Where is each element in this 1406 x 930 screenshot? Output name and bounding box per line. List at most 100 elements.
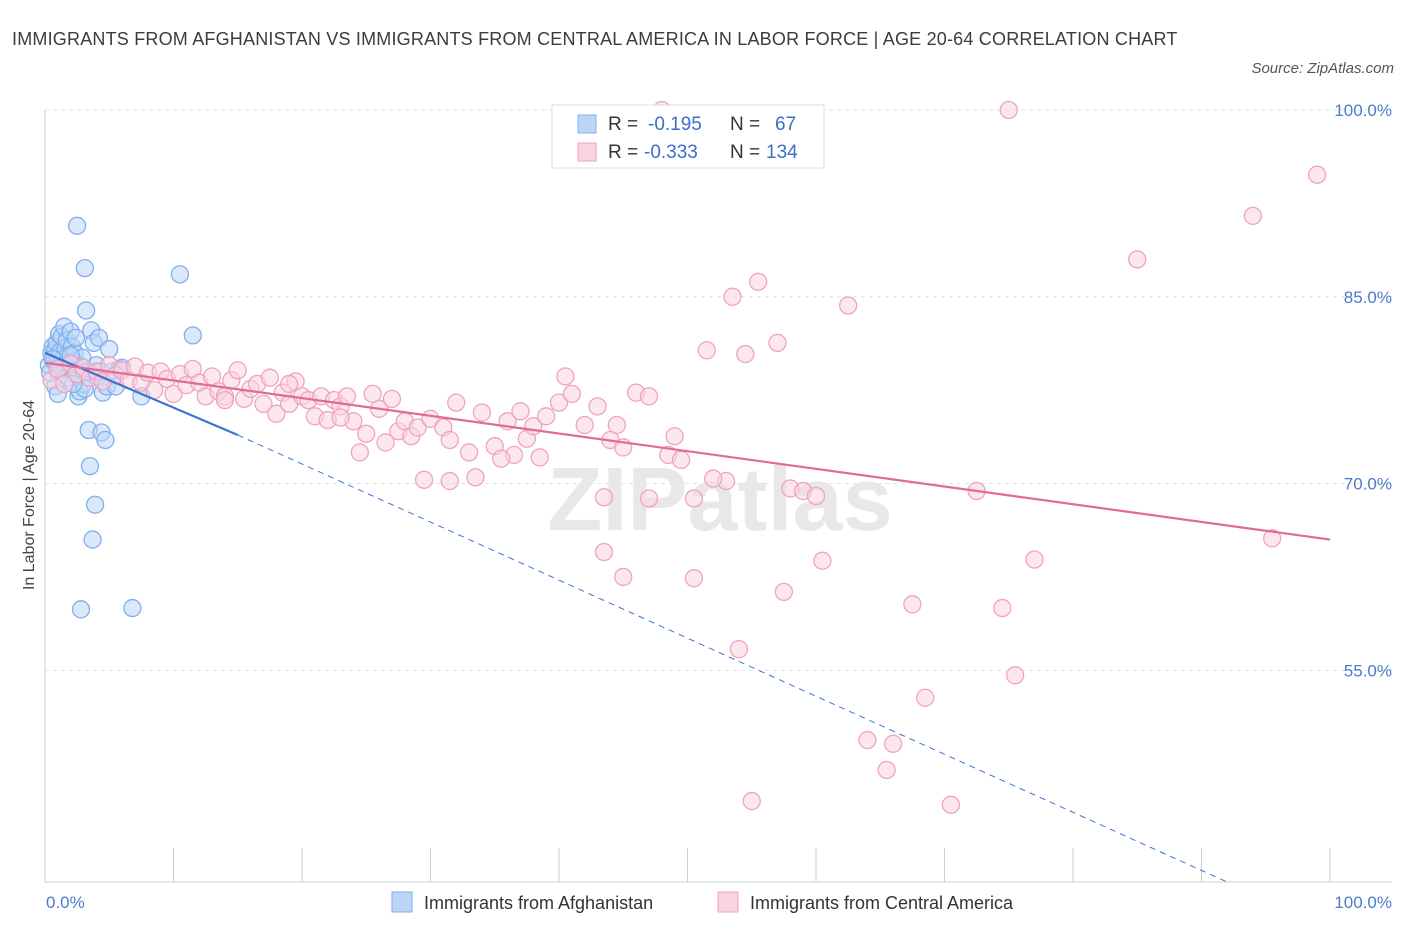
- series-0-points: [39, 216, 202, 619]
- series-0-point-56: [83, 530, 102, 549]
- series-1-point-58: [414, 470, 434, 489]
- series-1-point-125: [440, 471, 459, 491]
- grid-lines: [45, 109, 1392, 671]
- legend-n-label-1: N =: [730, 114, 760, 135]
- series-1-point-98: [639, 489, 659, 508]
- series-1-point-106: [1308, 165, 1327, 184]
- series-1-point-76: [562, 384, 581, 404]
- y-axis-label: In Labor Force | Age 20-64: [21, 400, 38, 590]
- series-1-point-105: [1243, 206, 1263, 225]
- x-tick-labels: 0.0% 100.0%: [46, 893, 1392, 912]
- legend-n-value-2: 134: [766, 142, 798, 163]
- series-1-point-96: [492, 449, 511, 468]
- series-1-point-19: [164, 384, 183, 404]
- series-1-point-35: [267, 404, 286, 423]
- x-tick-label-0: 0.0%: [46, 893, 85, 912]
- series-1-point-113: [774, 582, 794, 602]
- series-0-point-30: [76, 301, 96, 320]
- legend-r-value-1: -0.195: [648, 114, 702, 135]
- chart-title: IMMIGRANTS FROM AFGHANISTAN VS IMMIGRANT…: [12, 29, 1178, 49]
- series-1-point-85: [665, 427, 684, 446]
- series-1-point-101: [749, 272, 768, 291]
- legend-swatch-central-america: [577, 142, 597, 162]
- series-1-point-64: [466, 468, 485, 487]
- series-1-point-48: [350, 443, 369, 462]
- series-1-point-53: [382, 389, 402, 409]
- series-1-point-91: [768, 333, 787, 352]
- legend-n-value-1: 67: [775, 114, 796, 135]
- series-1-point-110: [594, 542, 614, 562]
- series-1-point-29: [228, 361, 247, 380]
- series-1-point-120: [1006, 666, 1025, 685]
- series-0-point-43: [100, 339, 119, 359]
- series-1-point-63: [459, 443, 479, 462]
- series-1-point-123: [742, 791, 761, 811]
- bottom-legend-swatch-afghanistan: [391, 891, 413, 913]
- series-1-point-128: [215, 390, 235, 410]
- series-0-trend-extension: [237, 434, 1228, 883]
- series-1-point-78: [588, 397, 607, 416]
- series-1-point-74: [549, 393, 569, 412]
- series-0-point-57: [85, 495, 105, 514]
- series-1-point-114: [903, 595, 922, 614]
- series-1-point-83: [639, 387, 659, 406]
- series-1-point-34: [260, 368, 280, 387]
- series-1-point-104: [1128, 250, 1147, 269]
- y-tick-label-3: 100.0%: [1334, 101, 1392, 120]
- series-0-point-50: [170, 265, 190, 284]
- y-tick-label-0: 55.0%: [1344, 661, 1392, 680]
- series-1-point-90: [736, 344, 755, 364]
- series-1-point-80: [607, 415, 626, 435]
- series-1-point-69: [511, 402, 530, 421]
- series-legend: Immigrants from Afghanistan Immigrants f…: [391, 891, 1014, 913]
- legend-n-label-2: N =: [730, 142, 760, 163]
- series-0-point-59: [123, 598, 142, 618]
- series-0-point-58: [71, 600, 91, 619]
- series-1-point-111: [614, 567, 633, 587]
- series-1-point-99: [704, 469, 723, 488]
- series-1-point-46: [337, 387, 357, 406]
- series-1-point-62: [447, 393, 466, 412]
- series-1-point-61: [440, 430, 459, 450]
- series-1-point-122: [941, 795, 961, 814]
- series-1-point-77: [575, 415, 594, 435]
- series-1-point-97: [594, 488, 614, 507]
- series-1-point-117: [916, 688, 935, 707]
- series-0-point-48: [67, 216, 87, 235]
- bottom-legend-label-afghanistan: Immigrants from Afghanistan: [424, 893, 653, 913]
- bottom-legend-label-central-america: Immigrants from Central America: [750, 893, 1014, 913]
- legend-swatch-afghanistan: [577, 114, 597, 134]
- series-1-point-100: [723, 287, 742, 306]
- series-1-point-49: [357, 424, 376, 443]
- series-1-point-57: [408, 418, 427, 437]
- series-0-point-49: [75, 258, 94, 278]
- series-1-point-115: [993, 598, 1012, 618]
- chart-source: Source: ZipAtlas.com: [1251, 60, 1394, 77]
- series-0-point-41: [96, 430, 115, 450]
- series-0-point-37: [89, 328, 109, 348]
- series-0-point-55: [80, 456, 100, 476]
- legend-r-value-2: -0.333: [644, 142, 698, 163]
- series-1-point-116: [1025, 550, 1044, 569]
- axes: [44, 110, 1392, 883]
- series-1-point-112: [684, 569, 704, 588]
- bottom-legend-swatch-central-america: [717, 891, 739, 913]
- series-1-point-73: [537, 407, 556, 426]
- series-1-point-52: [376, 433, 395, 452]
- series-1-point-107: [999, 100, 1018, 120]
- series-1-points: [42, 100, 1327, 814]
- series-0-point-22: [66, 328, 85, 348]
- series-1-point-121: [877, 760, 896, 780]
- series-1-point-124: [729, 640, 749, 659]
- series-1-point-65: [472, 403, 492, 422]
- series-1-point-94: [806, 486, 826, 506]
- series-1-point-88: [697, 341, 716, 360]
- series-1-point-72: [530, 448, 549, 467]
- series-1-point-119: [883, 734, 903, 753]
- series-1-point-102: [813, 551, 832, 570]
- series-1-point-127: [279, 374, 299, 394]
- y-tick-labels: 55.0% 70.0% 85.0% 100.0%: [1334, 101, 1392, 680]
- series-1-point-126: [331, 408, 350, 427]
- stats-legend: R = -0.195 N = 67 R = -0.333 N = 134: [551, 104, 825, 169]
